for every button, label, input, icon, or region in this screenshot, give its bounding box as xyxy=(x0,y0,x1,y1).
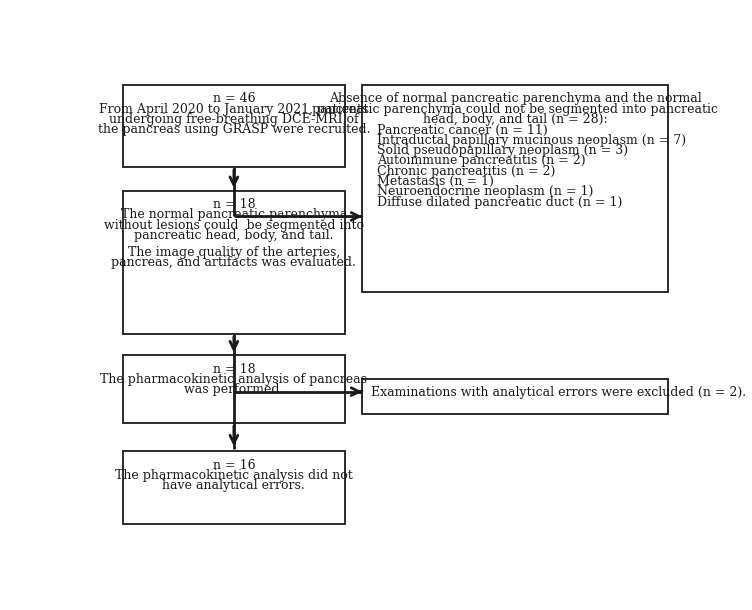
Text: was performed.: was performed. xyxy=(184,383,284,396)
Text: pancreas, and artifacts was evaluated.: pancreas, and artifacts was evaluated. xyxy=(111,256,356,269)
Text: Chronic pancreatitis (n = 2): Chronic pancreatitis (n = 2) xyxy=(377,165,555,178)
Text: n = 16: n = 16 xyxy=(213,459,255,472)
Bar xyxy=(362,378,668,414)
Text: Absence of normal pancreatic parenchyma and the normal: Absence of normal pancreatic parenchyma … xyxy=(329,93,702,106)
Bar xyxy=(362,85,668,292)
Text: pancreatic parenchyma could not be segmented into pancreatic: pancreatic parenchyma could not be segme… xyxy=(312,103,718,116)
Text: n = 18: n = 18 xyxy=(213,362,255,376)
Text: From April 2020 to January 2021, patients: From April 2020 to January 2021, patient… xyxy=(99,103,368,116)
Text: Pancreatic cancer (n = 11): Pancreatic cancer (n = 11) xyxy=(377,123,547,137)
Text: n = 46: n = 46 xyxy=(213,93,255,106)
Text: The normal pancreatic parenchyma: The normal pancreatic parenchyma xyxy=(120,209,347,221)
Text: undergoing free-breathing DCE-MRI of: undergoing free-breathing DCE-MRI of xyxy=(109,113,359,126)
Text: The pharmacokinetic analysis of pancreas: The pharmacokinetic analysis of pancreas xyxy=(100,373,368,386)
Text: n = 18: n = 18 xyxy=(213,198,255,211)
Bar xyxy=(123,85,344,167)
Text: Diffuse dilated pancreatic duct (n = 1): Diffuse dilated pancreatic duct (n = 1) xyxy=(377,196,622,209)
Text: Intraductal papillary mucinous neoplasm (n = 7): Intraductal papillary mucinous neoplasm … xyxy=(377,134,686,147)
Text: Metastasis (n = 1): Metastasis (n = 1) xyxy=(377,175,493,188)
Text: pancreatic head, body, and tail.: pancreatic head, body, and tail. xyxy=(134,229,334,242)
Text: Examinations with analytical errors were excluded (n = 2).: Examinations with analytical errors were… xyxy=(371,386,746,399)
Text: Neuroendocrine neoplasm (n = 1): Neuroendocrine neoplasm (n = 1) xyxy=(377,185,593,198)
Text: The image quality of the arteries,: The image quality of the arteries, xyxy=(128,246,340,259)
Bar xyxy=(123,191,344,334)
Bar xyxy=(123,355,344,423)
Text: The pharmacokinetic analysis did not: The pharmacokinetic analysis did not xyxy=(115,469,353,482)
Text: the pancreas using GRASP were recruited.: the pancreas using GRASP were recruited. xyxy=(98,123,370,137)
Text: without lesions could  be segmented into: without lesions could be segmented into xyxy=(104,219,364,232)
Text: have analytical errors.: have analytical errors. xyxy=(162,479,305,492)
Text: head, body, and tail (n = 28):: head, body, and tail (n = 28): xyxy=(423,113,608,126)
Text: Solid pseudopapillary neoplasm (n = 3): Solid pseudopapillary neoplasm (n = 3) xyxy=(377,144,628,157)
Text: Autoimmune pancreatitis (n = 2): Autoimmune pancreatitis (n = 2) xyxy=(377,154,585,168)
Bar xyxy=(123,451,344,524)
